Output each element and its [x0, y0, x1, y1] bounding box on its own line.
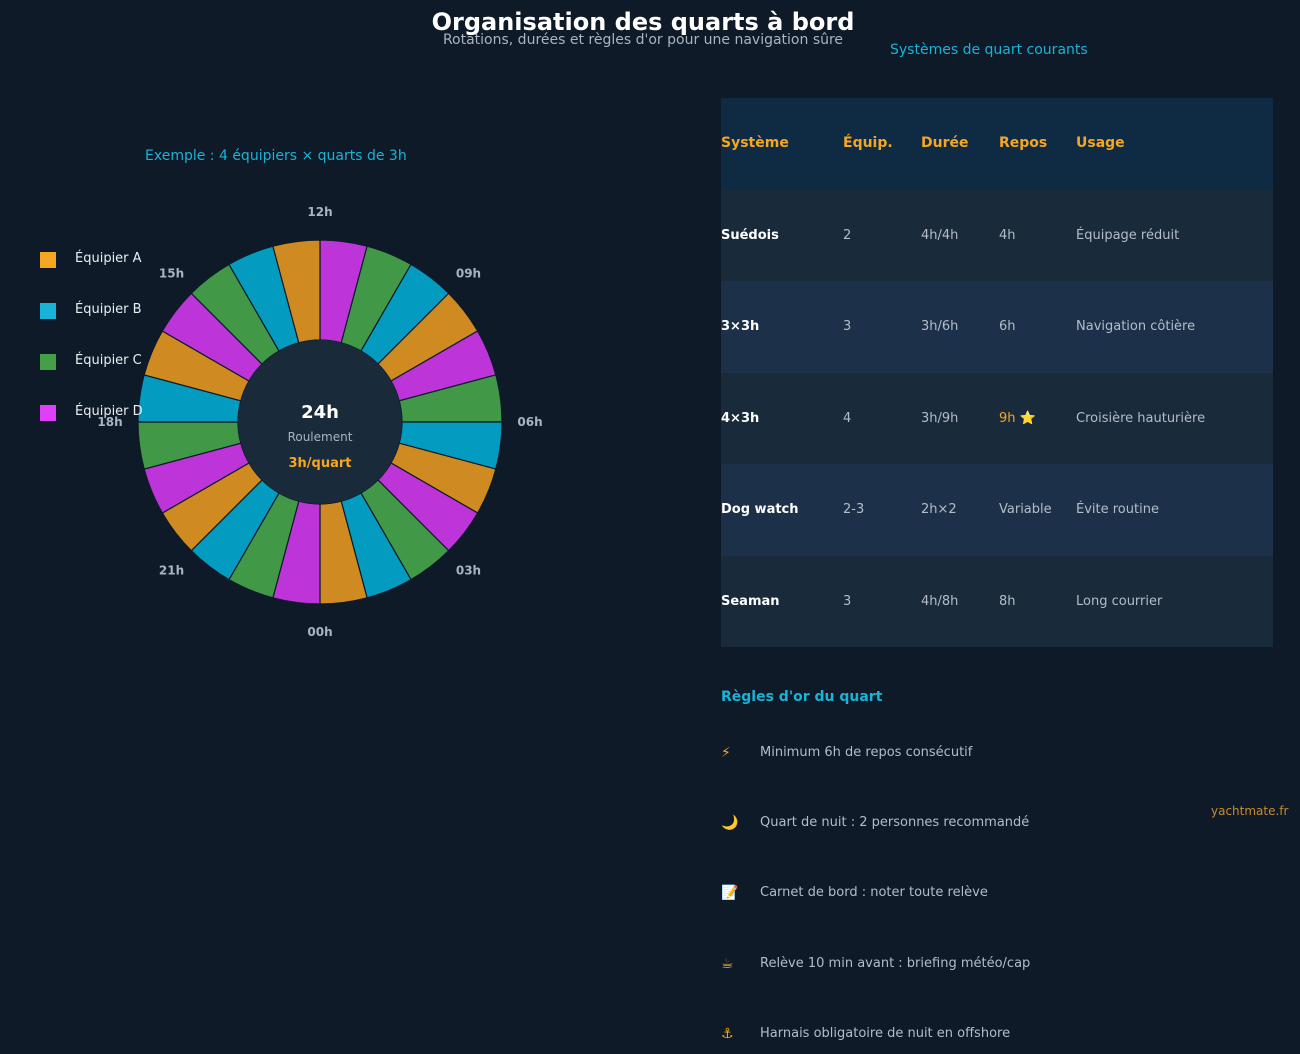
cell-system: Dog watch [721, 502, 799, 517]
notebook-icon: 📝 [721, 885, 739, 901]
hour-label: 18h [97, 415, 122, 429]
moon-icon: 🌙 [721, 815, 739, 831]
legend-swatch-a [40, 252, 56, 268]
cell-duration: 4h/8h [921, 593, 959, 609]
wheel-center [238, 340, 402, 504]
table-section-title: Systèmes de quart courants [890, 42, 1088, 58]
cell-duration: 3h/6h [921, 319, 959, 334]
rule-text: Harnais obligatoire de nuit en offshore [760, 1026, 1011, 1041]
hour-label: 00h [307, 625, 332, 639]
hour-label: 06h [517, 415, 542, 429]
rule-text: Relève 10 min avant : briefing météo/cap [760, 956, 1031, 971]
table-row: Dog watch 2-3 2h×2 Variable Évite routin… [721, 464, 1273, 556]
cell-usage: Équipage réduit [1076, 227, 1180, 243]
rule-text: Quart de nuit : 2 personnes recommandé [760, 815, 1030, 830]
cell-system: Seaman [721, 593, 780, 609]
cell-duration: 3h/9h [921, 410, 959, 426]
table-row: 4×3h 4 3h/9h 9h ⭐ Croisière hauturière [721, 372, 1273, 464]
watermark: yachtmate.fr [1211, 804, 1289, 818]
wheel-center-sub: Roulement [288, 430, 353, 444]
wheel-center-main: 24h [301, 402, 339, 423]
cell-rest: Variable [999, 502, 1052, 517]
watch-systems-table: Système Équip. Durée Repos Usage Suédois… [721, 98, 1273, 647]
watch-wheel-chart: 24h Roulement 3h/quart 12h 09h 06h 03h 00h 21h 18… [97, 205, 542, 639]
page-subtitle: Rotations, durées et règles d'or pour un… [442, 32, 844, 48]
rules-title: Règles d'or du quart [721, 689, 883, 705]
anchor-icon: ⚓ [721, 1026, 734, 1042]
hour-label: 15h [159, 267, 184, 281]
table-header-row: Système Équip. Durée Repos Usage [721, 98, 1273, 190]
wheel-center-accent: 3h/quart [288, 456, 351, 471]
cell-system: 4×3h [721, 410, 760, 426]
cell-system: Suédois [721, 227, 779, 243]
cell-crew: 3 [843, 319, 852, 334]
cell-rest: 8h [999, 593, 1016, 609]
cell-crew: 2-3 [843, 502, 865, 517]
header-usage: Usage [1076, 135, 1125, 151]
cell-usage: Navigation côtière [1076, 319, 1196, 334]
cell-rest: 4h [999, 227, 1016, 243]
header-rest: Repos [999, 135, 1048, 151]
header-duration: Durée [921, 135, 969, 151]
hour-label: 12h [307, 205, 332, 219]
lightning-icon: ⚡ [721, 745, 731, 761]
cell-crew: 2 [843, 227, 852, 243]
wheel-caption: Exemple : 4 équipiers × quarts de 3h [145, 148, 407, 164]
page-title: Organisation des quarts à bord [431, 8, 855, 36]
cell-usage: Évite routine [1076, 502, 1159, 517]
legend-label-d: Équipier D [75, 404, 143, 419]
table-row: Seaman 3 4h/8h 8h Long courrier [721, 555, 1273, 647]
cell-usage: Croisière hauturière [1076, 410, 1206, 426]
cell-duration: 2h×2 [921, 502, 957, 517]
legend-swatch-c [40, 354, 56, 370]
legend-label-b: Équipier B [75, 302, 142, 317]
coffee-icon: ☕ [721, 956, 734, 972]
cell-crew: 3 [843, 593, 852, 609]
cell-rest-highlight: 9h ⭐ [999, 410, 1036, 426]
rule-text: Carnet de bord : noter toute relève [760, 885, 988, 900]
cell-crew: 4 [843, 410, 852, 426]
legend-swatch-b [40, 303, 56, 319]
legend-label-a: Équipier A [75, 251, 142, 266]
hour-label: 09h [456, 267, 481, 281]
hour-label: 03h [456, 563, 481, 577]
cell-rest: 6h [999, 319, 1016, 334]
table-row: 3×3h 3 3h/6h 6h Navigation côtière [721, 281, 1273, 373]
hour-label: 21h [159, 563, 184, 577]
cell-duration: 4h/4h [921, 227, 959, 243]
rule-text: Minimum 6h de repos consécutif [760, 745, 973, 760]
header-system: Système [721, 135, 789, 151]
cell-system: 3×3h [721, 319, 760, 334]
table-row: Suédois 2 4h/4h 4h Équipage réduit [721, 189, 1273, 281]
legend-label-c: Équipier C [75, 353, 142, 368]
cell-usage: Long courrier [1076, 593, 1163, 609]
legend-swatch-d [40, 405, 56, 421]
header-crew: Équip. [843, 135, 893, 151]
